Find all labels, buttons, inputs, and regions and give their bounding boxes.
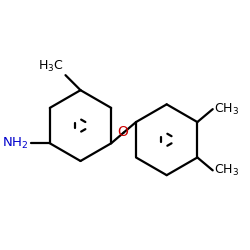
Text: CH$_3$: CH$_3$ (214, 163, 239, 178)
Text: H$_3$C: H$_3$C (38, 59, 63, 74)
Text: NH$_2$: NH$_2$ (2, 136, 29, 151)
Text: O: O (117, 125, 128, 139)
Text: CH$_3$: CH$_3$ (214, 102, 239, 117)
